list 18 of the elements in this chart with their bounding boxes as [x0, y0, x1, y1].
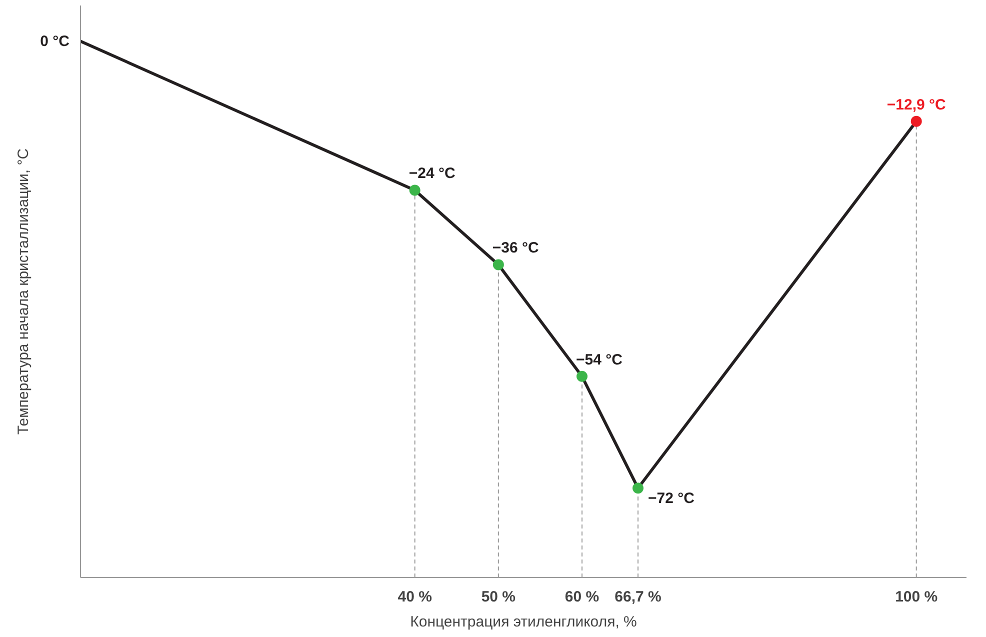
data-label: −72 °C: [648, 490, 695, 508]
data-label: −36 °C: [492, 240, 540, 257]
y-axis-title: Температура начала кристаллизации, °С: [15, 148, 32, 435]
point: [910, 116, 922, 127]
x-tick-label: 66,7 %: [614, 588, 662, 606]
x-tick-label: 100 %: [895, 588, 938, 606]
data-label: −24 °C: [408, 165, 456, 182]
x-tick-label: 60 %: [564, 588, 600, 606]
data-label: −54 °C: [576, 351, 623, 368]
data-label: 0 °C: [40, 32, 70, 50]
x-tick-label: 40 %: [398, 588, 432, 606]
x-tick-label: 50 %: [481, 588, 516, 606]
point: [492, 259, 504, 270]
point: [632, 482, 644, 494]
point: [409, 184, 420, 196]
x-axis-title: Концентрация этиленгликоля, %: [410, 614, 637, 630]
point: [576, 370, 588, 382]
data-label: −12,9 °C: [886, 96, 946, 114]
